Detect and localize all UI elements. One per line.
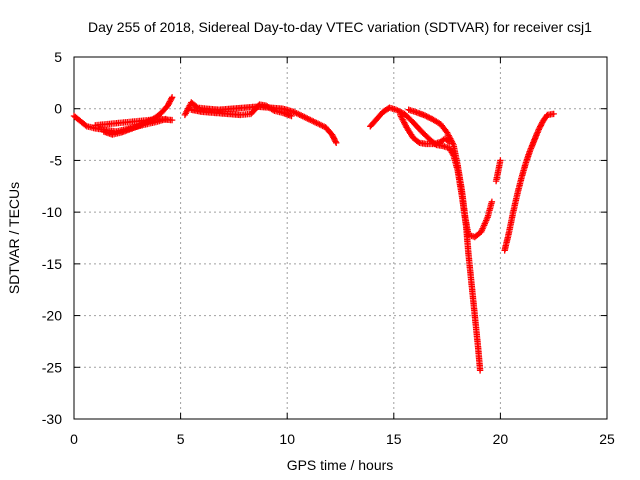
data-point	[537, 122, 545, 129]
data-point	[414, 138, 422, 145]
y-axis-ticks: -30 -25 -20 -15 -10 -5 0 5	[42, 49, 607, 427]
data-point	[332, 138, 339, 145]
data-point	[476, 367, 484, 374]
data-point	[394, 107, 401, 114]
plot-frame	[73, 56, 608, 420]
x-axis-label: GPS time / hours	[287, 457, 394, 473]
data-point	[330, 134, 337, 141]
data-point	[550, 110, 557, 118]
data-point	[421, 112, 429, 119]
series-track	[397, 111, 453, 148]
x-tick-label: 20	[493, 431, 509, 447]
series-track	[92, 115, 176, 129]
y-tick-label: -15	[42, 256, 62, 272]
x-tick-label: 0	[70, 431, 78, 447]
data-points	[70, 94, 557, 374]
data-point	[167, 96, 174, 104]
x-axis-ticks: 0 5 10 15 20 25	[70, 57, 615, 447]
data-point	[538, 120, 545, 128]
x-tick-label: 15	[386, 431, 402, 447]
data-point	[497, 157, 504, 164]
y-tick-label: -30	[42, 411, 62, 427]
data-point	[288, 112, 295, 120]
y-tick-label: 5	[54, 49, 62, 65]
data-point	[269, 106, 277, 114]
series-track	[405, 106, 496, 241]
data-point	[488, 198, 496, 205]
data-point	[330, 135, 338, 142]
data-point	[82, 122, 89, 129]
data-point	[535, 126, 542, 133]
data-point	[168, 116, 176, 124]
data-point	[137, 121, 144, 129]
x-tick-label: 25	[599, 431, 615, 447]
y-tick-label: -5	[50, 152, 63, 168]
x-tick-label: 10	[279, 431, 295, 447]
data-point	[533, 130, 541, 137]
series-track	[188, 101, 295, 120]
y-tick-label: -25	[42, 359, 62, 375]
y-tick-label: 0	[54, 101, 62, 117]
series-track	[492, 157, 504, 185]
data-point	[168, 94, 176, 101]
y-tick-label: -10	[42, 204, 62, 220]
chart-title: Day 255 of 2018, Sidereal Day-to-day VTE…	[88, 19, 592, 35]
data-point	[395, 107, 402, 115]
series-track	[501, 110, 557, 254]
x-tick-label: 5	[177, 431, 185, 447]
grid-lines	[74, 57, 607, 419]
y-axis-label: SDTVAR / TECUs	[6, 182, 22, 294]
data-point	[168, 95, 175, 102]
data-point	[333, 139, 340, 146]
data-point	[424, 113, 432, 121]
data-point	[423, 113, 430, 120]
y-tick-label: -20	[42, 308, 62, 324]
